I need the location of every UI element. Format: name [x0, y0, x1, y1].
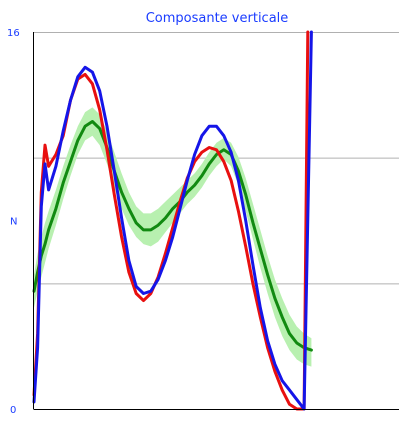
y-tick-label-min: 0 — [10, 405, 16, 416]
chart-title: Composante verticale — [146, 11, 289, 26]
series-layer — [32, 30, 313, 411]
std-band — [34, 107, 312, 367]
y-tick-label-max: 16 — [7, 28, 20, 39]
y-axis-label: N — [10, 217, 17, 228]
series-line-0 — [32, 120, 313, 352]
axes — [33, 32, 399, 410]
band-layer — [34, 107, 312, 367]
series-line-2 — [32, 30, 313, 411]
